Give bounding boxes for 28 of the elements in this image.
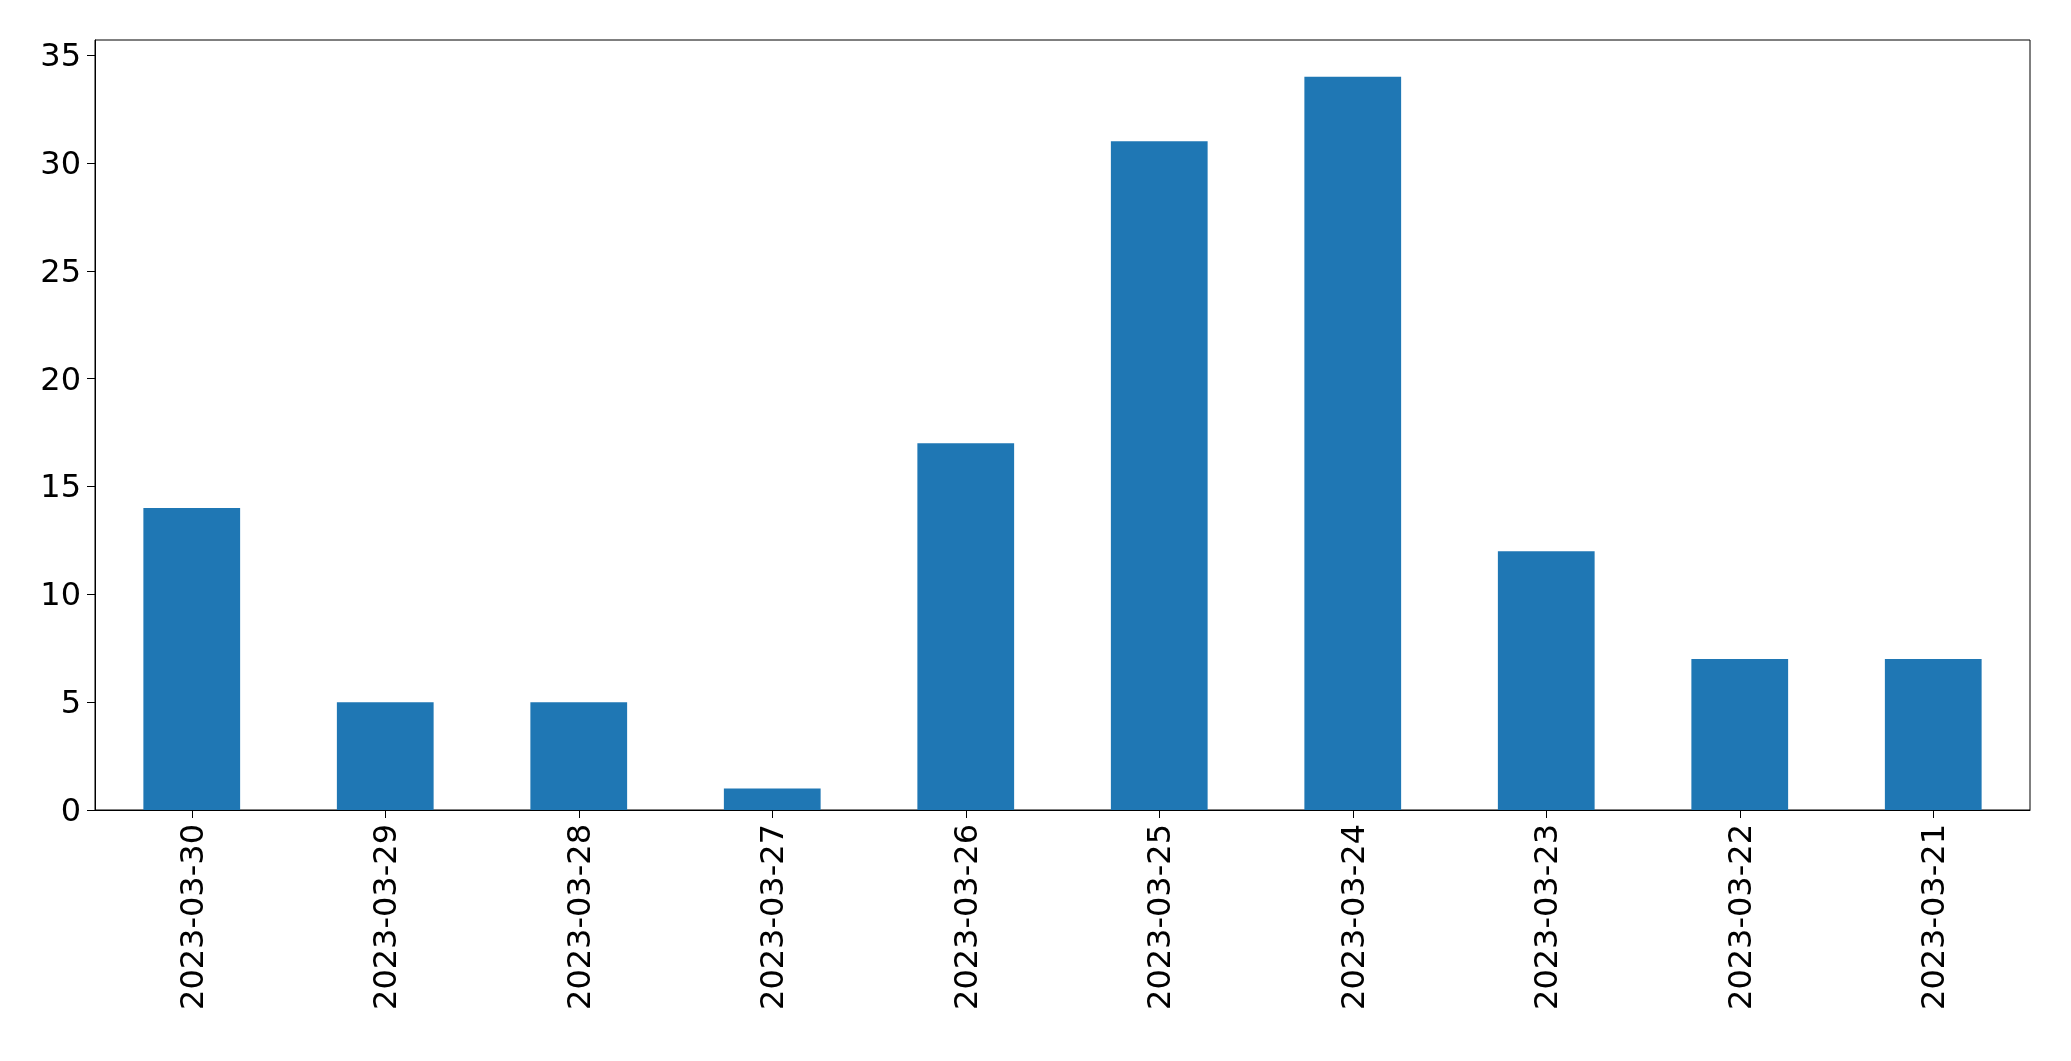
y-tick-label: 25 [40,251,81,290]
bar [143,508,241,810]
x-tick-label: 2023-03-26 [946,824,985,1010]
x-tick-label: 2023-03-21 [1914,824,1953,1010]
bar [917,443,1015,810]
bar [1497,551,1595,810]
y-tick-label: 35 [40,36,81,75]
bar [1304,76,1402,810]
bar [1110,141,1208,810]
x-tick-label: 2023-03-25 [1140,824,1179,1010]
x-tick-label: 2023-03-24 [1333,824,1372,1010]
x-tick-label: 2023-03-30 [172,824,211,1010]
x-tick-label: 2023-03-22 [1720,824,1759,1010]
y-tick-label: 5 [60,683,81,722]
y-tick-label: 30 [40,143,81,182]
bar [1884,659,1982,810]
y-tick-label: 0 [60,791,81,829]
y-tick-label: 15 [40,467,81,506]
bar [1691,659,1789,810]
y-tick-label: 20 [40,359,81,398]
x-tick-label: 2023-03-23 [1527,824,1566,1010]
x-tick-label: 2023-03-28 [559,824,598,1010]
bar [336,702,434,810]
bar [723,788,821,810]
x-tick-label: 2023-03-29 [366,824,405,1010]
bar [530,702,628,810]
x-tick-label: 2023-03-27 [753,824,792,1010]
y-tick-label: 10 [40,575,81,614]
